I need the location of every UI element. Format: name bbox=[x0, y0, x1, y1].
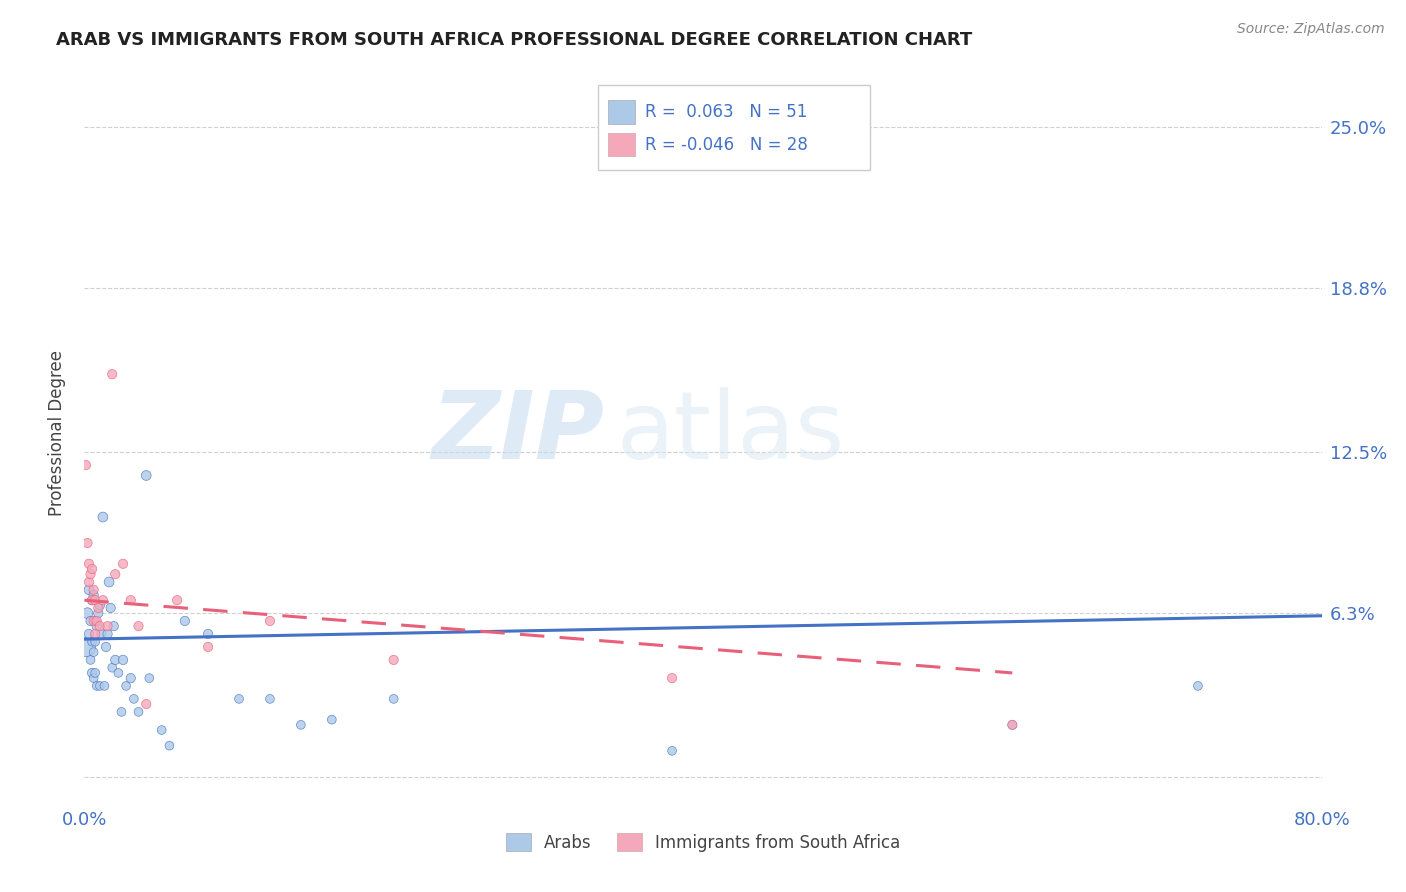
Point bbox=[86, 614, 108, 628]
Point bbox=[84, 634, 107, 648]
Point bbox=[98, 574, 121, 589]
Text: R = -0.046   N = 28: R = -0.046 N = 28 bbox=[645, 136, 807, 153]
Point bbox=[91, 593, 114, 607]
Point bbox=[83, 582, 105, 597]
Point bbox=[290, 718, 312, 732]
Point bbox=[76, 606, 98, 620]
Point bbox=[122, 692, 145, 706]
Point bbox=[1001, 718, 1024, 732]
Point bbox=[100, 601, 122, 615]
Bar bbox=[607, 133, 636, 156]
Point bbox=[77, 582, 100, 597]
Y-axis label: Professional Degree: Professional Degree bbox=[48, 350, 66, 516]
Point bbox=[321, 713, 343, 727]
Point bbox=[382, 692, 405, 706]
Point bbox=[87, 601, 110, 615]
Point bbox=[83, 614, 105, 628]
Bar bbox=[607, 100, 636, 124]
Point bbox=[228, 692, 250, 706]
Point bbox=[135, 697, 157, 711]
Text: Source: ZipAtlas.com: Source: ZipAtlas.com bbox=[1237, 22, 1385, 37]
Text: ZIP: ZIP bbox=[432, 386, 605, 479]
Point bbox=[159, 739, 180, 753]
Point bbox=[96, 627, 118, 641]
Point bbox=[135, 468, 157, 483]
Point bbox=[84, 627, 107, 641]
Point bbox=[75, 640, 97, 654]
Point bbox=[166, 593, 188, 607]
Point bbox=[110, 705, 132, 719]
Point bbox=[84, 665, 107, 680]
Point bbox=[91, 510, 114, 524]
Point bbox=[107, 665, 129, 680]
Point bbox=[82, 562, 104, 576]
Point bbox=[104, 653, 127, 667]
Point bbox=[174, 614, 197, 628]
Point bbox=[86, 679, 108, 693]
Point bbox=[661, 744, 683, 758]
Point bbox=[79, 567, 101, 582]
Point bbox=[120, 593, 142, 607]
Point bbox=[259, 614, 281, 628]
Legend: Arabs, Immigrants from South Africa: Arabs, Immigrants from South Africa bbox=[499, 827, 907, 858]
Point bbox=[103, 619, 125, 633]
Point bbox=[1187, 679, 1209, 693]
Point bbox=[89, 619, 111, 633]
Point bbox=[77, 574, 100, 589]
Point bbox=[127, 705, 149, 719]
Point bbox=[82, 665, 104, 680]
Point bbox=[84, 593, 107, 607]
Point bbox=[101, 367, 124, 381]
Point bbox=[83, 588, 105, 602]
Point bbox=[1001, 718, 1024, 732]
Point bbox=[83, 645, 105, 659]
Point bbox=[112, 653, 135, 667]
Point bbox=[87, 606, 110, 620]
Point bbox=[75, 458, 97, 472]
Point bbox=[382, 653, 405, 667]
Point bbox=[112, 557, 135, 571]
Point bbox=[82, 593, 104, 607]
Text: ARAB VS IMMIGRANTS FROM SOUTH AFRICA PROFESSIONAL DEGREE CORRELATION CHART: ARAB VS IMMIGRANTS FROM SOUTH AFRICA PRO… bbox=[56, 31, 973, 49]
Point bbox=[83, 671, 105, 685]
Point bbox=[138, 671, 160, 685]
Point bbox=[101, 661, 124, 675]
FancyBboxPatch shape bbox=[598, 85, 870, 169]
Point bbox=[79, 653, 101, 667]
Point bbox=[90, 627, 112, 641]
Text: atlas: atlas bbox=[616, 386, 845, 479]
Point bbox=[259, 692, 281, 706]
Point bbox=[197, 627, 219, 641]
Point bbox=[197, 640, 219, 654]
Point bbox=[82, 634, 104, 648]
Point bbox=[661, 671, 683, 685]
Point bbox=[82, 593, 104, 607]
Point bbox=[96, 619, 118, 633]
Point bbox=[86, 619, 108, 633]
Point bbox=[93, 679, 115, 693]
Point bbox=[94, 640, 117, 654]
Point bbox=[104, 567, 127, 582]
Point bbox=[84, 614, 107, 628]
Point bbox=[79, 614, 101, 628]
Point bbox=[127, 619, 149, 633]
Text: R =  0.063   N = 51: R = 0.063 N = 51 bbox=[645, 103, 807, 121]
Point bbox=[77, 627, 100, 641]
Point bbox=[115, 679, 138, 693]
Point bbox=[120, 671, 142, 685]
Point bbox=[89, 599, 111, 613]
Point bbox=[89, 679, 111, 693]
Point bbox=[150, 723, 173, 737]
Point bbox=[76, 536, 98, 550]
Point bbox=[77, 557, 100, 571]
